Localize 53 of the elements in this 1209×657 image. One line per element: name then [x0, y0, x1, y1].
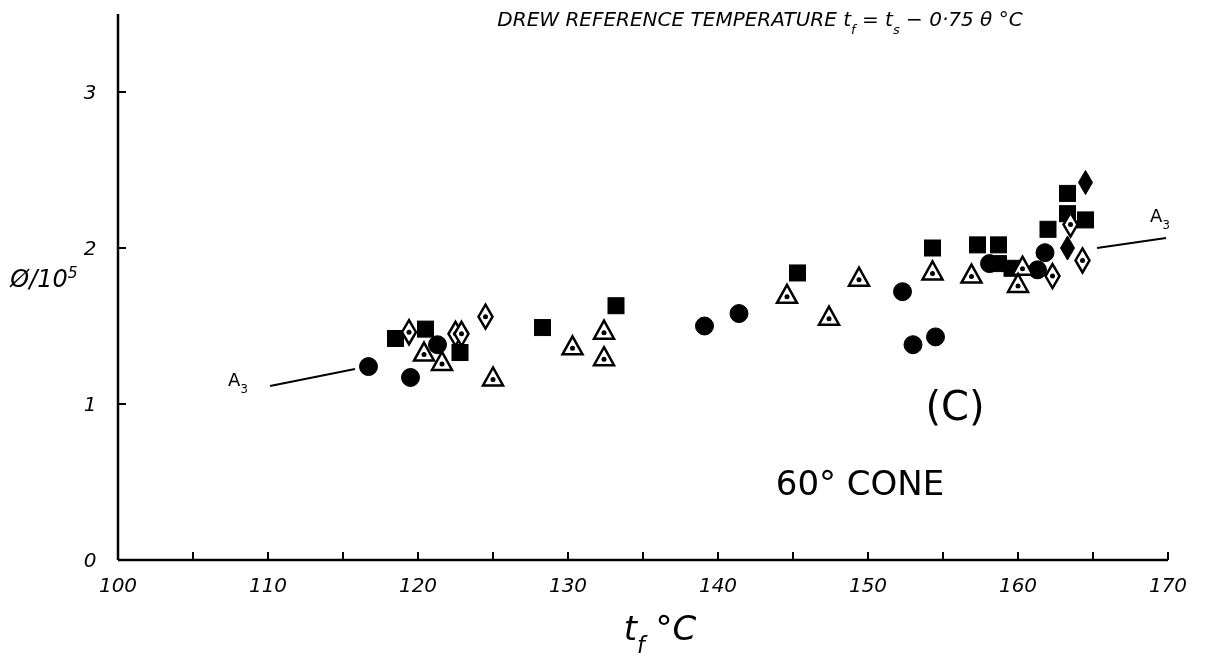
x-tick-label: 140 — [698, 573, 738, 597]
point — [729, 304, 749, 324]
point — [789, 264, 806, 282]
point — [924, 239, 941, 257]
annotation: A$_{3}$ — [1150, 205, 1170, 232]
point — [607, 297, 625, 315]
point — [387, 329, 404, 347]
point — [1039, 220, 1057, 238]
point — [969, 236, 986, 254]
point — [401, 367, 420, 387]
point — [592, 345, 616, 367]
annotation: (C) — [925, 383, 985, 429]
point — [1059, 184, 1076, 202]
point — [1035, 243, 1055, 263]
point — [359, 357, 378, 377]
point — [775, 283, 799, 305]
point — [695, 316, 714, 336]
point — [1077, 211, 1094, 229]
x-tick-label: 150 — [848, 573, 888, 597]
point — [534, 319, 551, 337]
point — [561, 335, 584, 356]
point — [1006, 272, 1030, 294]
point — [926, 327, 945, 347]
point — [417, 320, 434, 338]
point — [428, 335, 447, 355]
y-tick-label: 1 — [83, 392, 97, 416]
chart-title: DREW REFERENCE TEMPERATURE t$_{f}$ = t$_{s}$ − 0·75 θ °C — [497, 7, 1023, 37]
point — [592, 319, 616, 340]
point — [960, 263, 983, 284]
annotation: A$_{3}$ — [228, 369, 248, 396]
x-tick-label: 130 — [548, 573, 588, 597]
point — [893, 282, 912, 302]
x-tick-label: 160 — [998, 573, 1038, 597]
x-tick-label: 110 — [248, 573, 288, 597]
y-tick-label: 0 — [83, 548, 97, 572]
y-tick-label: 2 — [83, 236, 97, 260]
x-tick-label: 170 — [1148, 573, 1188, 597]
x-tick-label: 100 — [98, 573, 138, 597]
x-tick-label: 120 — [398, 573, 438, 597]
point — [817, 305, 841, 326]
x-axis-title: t$_{f}$ °C — [623, 608, 697, 657]
point — [412, 341, 436, 362]
point — [481, 366, 505, 387]
point — [451, 344, 469, 362]
point — [1011, 255, 1034, 276]
point — [921, 260, 944, 281]
annotation: 60° CONE — [775, 463, 945, 503]
point — [430, 350, 454, 372]
point — [847, 266, 871, 287]
point — [903, 335, 923, 355]
point — [990, 236, 1007, 254]
y-axis-title: Ø/10$^{5}$ — [9, 264, 78, 293]
y-tick-label: 3 — [83, 80, 97, 104]
